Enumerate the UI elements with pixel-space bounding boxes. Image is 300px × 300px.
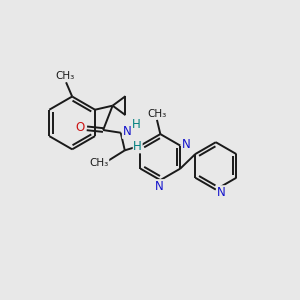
Text: CH₃: CH₃ [56,71,75,81]
Text: H: H [133,140,142,153]
Text: N: N [122,125,131,138]
Text: N: N [217,186,225,199]
Text: O: O [76,121,85,134]
Text: CH₃: CH₃ [89,158,109,168]
Text: CH₃: CH₃ [147,109,167,119]
Text: N: N [182,138,191,151]
Text: N: N [155,180,164,193]
Text: H: H [132,118,141,131]
